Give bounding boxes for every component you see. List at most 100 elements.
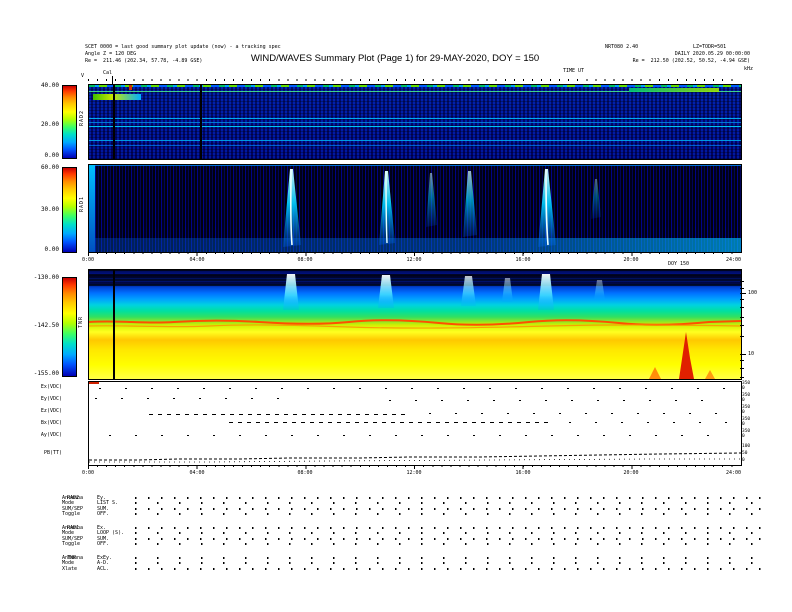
bottom-axis-major-ticks — [88, 465, 740, 469]
strip-ex-data — [99, 388, 731, 389]
strip-ez-data2 — [429, 413, 731, 414]
status-key: Mode — [62, 560, 75, 567]
strip-rlabel: 50 — [742, 451, 748, 456]
status-key: Antenna — [62, 554, 84, 561]
status-key: Toggle — [62, 541, 81, 548]
mid-axis-tick-24: 24:00 — [726, 257, 742, 263]
status-row: SUM/SEP SUM. — [55, 506, 771, 512]
status-value: ExEy. — [97, 554, 113, 561]
tnr-rtick — [740, 281, 744, 282]
status-key: Xlate — [62, 565, 78, 572]
status-value: LIST S. — [97, 500, 119, 507]
tnr-rtick — [740, 360, 744, 361]
strip-label-ay: Ay(VDC) — [40, 432, 62, 438]
rad2-line — [89, 145, 741, 146]
status-value: LOOP (S). — [97, 530, 125, 537]
rad2-cb-tick-bot: 0.00 — [44, 152, 59, 159]
tnr-rtick — [740, 288, 744, 289]
rad2-line — [89, 126, 741, 127]
rad1-bursts — [283, 168, 601, 247]
rad2-colorbar — [62, 85, 77, 159]
tnr-rlabel-100: 100 — [748, 290, 758, 296]
tnr-rtick-major — [740, 354, 746, 355]
status-value: OFF. — [97, 511, 110, 518]
bottom-axis-tick-24: 24:00 — [726, 470, 742, 476]
status-dots — [135, 567, 769, 570]
header-left-line3: Re = 211.46 (202.34, 57.78, -4.89 GSE) — [85, 58, 203, 64]
rad2-data-gap — [200, 85, 202, 159]
status-key: Antenna — [62, 524, 84, 531]
status-value: SUM. — [97, 535, 110, 542]
status-title-rad2: RAD2 — [67, 495, 80, 501]
status-dots — [135, 507, 769, 510]
status-title-rad1: RAD1 — [67, 525, 80, 531]
freq-unit-label: kHz — [744, 66, 754, 72]
v-label: V — [81, 73, 85, 79]
mid-axis-tick-16: 16:00 — [515, 257, 531, 263]
strip-label-bx: Bx(VDC) — [40, 420, 62, 426]
mid-axis-tick-4: 04:00 — [189, 257, 205, 263]
strip-ez-data — [149, 414, 409, 415]
strip-rlabel: 0 — [742, 458, 745, 463]
strip-right-labels: 350 0 — [742, 393, 762, 403]
rad2-line — [89, 140, 741, 141]
strip-right-labels: 350 0 — [742, 405, 762, 415]
strip-ay-data — [109, 435, 721, 436]
strip-pb — [88, 441, 742, 466]
mid-axis-tick-12: 12:00 — [406, 257, 422, 263]
mid-axis-tick-20: 20:00 — [623, 257, 639, 263]
status-value: SUM. — [97, 505, 110, 512]
tnr-dark-bands — [89, 270, 741, 286]
rad2-cal-gap — [113, 85, 115, 159]
tnr-panel-label: TNR — [78, 316, 84, 329]
status-dots — [135, 537, 769, 540]
strip-right-labels: 350 0 — [742, 429, 762, 439]
rad2-red-mark — [129, 85, 132, 90]
strip-ex-red-mark — [89, 382, 99, 384]
strip-rlabel: 0 — [742, 386, 745, 391]
rad2-cb-tick-mid: 20.00 — [40, 121, 59, 128]
tnr-spectrogram — [88, 269, 742, 380]
strip-label-ez: Ez(VDC) — [40, 408, 62, 414]
status-dots — [135, 556, 769, 559]
strip-ey-data — [95, 398, 295, 399]
tnr-cal-gap — [113, 270, 115, 379]
status-row: Antenna Ey. — [55, 495, 771, 501]
tnr-rtick — [740, 317, 744, 318]
strip-rlabel: 0 — [742, 398, 745, 403]
top-axis-minor-ticks — [88, 79, 740, 81]
rad2-spectrogram — [88, 84, 742, 160]
cal-label: Cal — [103, 70, 113, 76]
status-key: SUM/SEP — [62, 535, 84, 542]
mid-axis-tick-0: 0:00 — [82, 257, 95, 263]
status-title-tnr: TNR — [67, 555, 77, 561]
status-row: Mode A-D. — [55, 560, 771, 566]
header-left-line2: Angle Z = 120 DEG — [85, 51, 137, 57]
status-section-title: RAD1 — [55, 519, 771, 531]
strip-right-labels: 350 0 — [742, 381, 762, 391]
rad1-panel-label: RAD1 — [79, 196, 85, 213]
strip-rlabel: 350 — [742, 417, 751, 422]
status-key: SUM/SEP — [62, 505, 84, 512]
status-key: Mode — [62, 530, 75, 537]
status-dots — [135, 496, 769, 499]
status-section-title: TNR — [55, 549, 771, 561]
status-value: Ex. — [97, 524, 107, 531]
strip-rlabel: 350 — [742, 381, 751, 386]
rad2-blob — [93, 94, 141, 100]
status-row: Mode LIST S. — [55, 500, 771, 506]
strip-rlabel: 350 — [742, 429, 751, 434]
status-row: Toggle OFF. — [55, 511, 771, 517]
status-dots — [135, 526, 769, 529]
tnr-rtick — [740, 299, 744, 300]
rad2-top-strip — [89, 85, 741, 87]
status-dots — [135, 532, 769, 535]
header-right-daily: DAILY 2020.05.29 00:00:00 — [674, 51, 750, 57]
plot-title: WIND/WAVES Summary Plot (Page 1) for 29-… — [250, 53, 540, 64]
status-row: Toggle OFF. — [55, 541, 771, 547]
rad2-line — [89, 91, 741, 92]
mid-axis-tick-8: 08:00 — [297, 257, 313, 263]
header-left-line1: SCET 0000 = last good summary plot updat… — [85, 44, 281, 50]
status-dots — [135, 502, 769, 505]
strip-rlabel: 350 — [742, 405, 751, 410]
